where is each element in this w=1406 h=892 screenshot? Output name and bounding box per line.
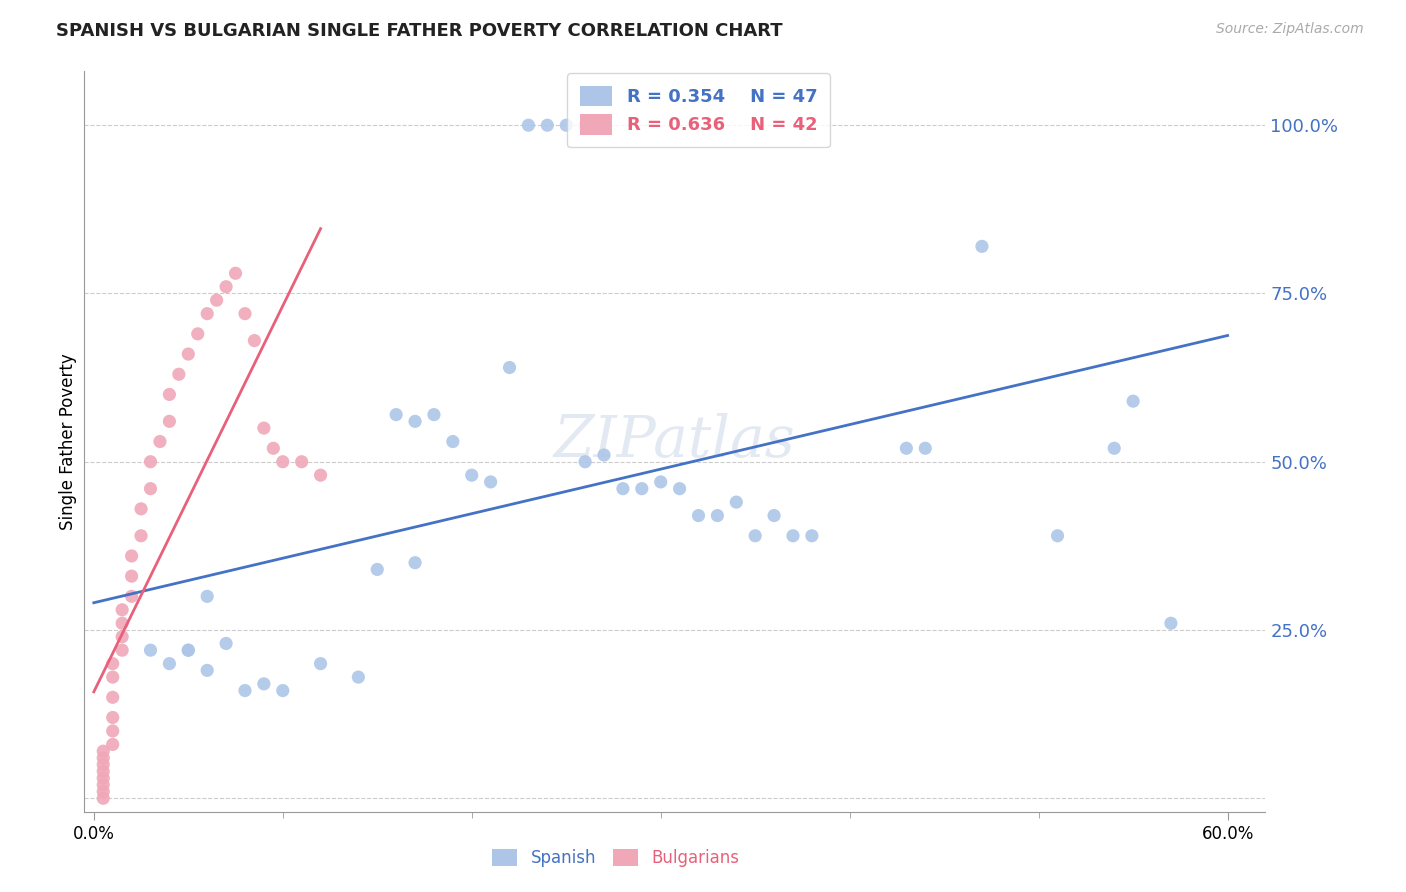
Point (139, 643, 162, 657)
Point (800, 529, 823, 543)
Point (91, 757, 114, 772)
Point (91, 771, 114, 785)
Point (101, 710, 124, 724)
Point (555, 118, 578, 132)
Point (243, 334, 266, 348)
Point (668, 482, 690, 496)
Point (479, 475, 502, 489)
Point (177, 347, 200, 361)
Point (91, 744, 114, 758)
Point (91, 751, 114, 765)
Point (262, 442, 284, 456)
Point (91, 764, 114, 779)
Point (101, 670, 124, 684)
Point (177, 643, 200, 657)
Point (404, 414, 426, 428)
Text: Source: ZipAtlas.com: Source: ZipAtlas.com (1216, 22, 1364, 37)
Point (1122, 394, 1144, 409)
Point (366, 562, 388, 576)
Point (385, 408, 408, 422)
Point (215, 279, 238, 293)
Point (101, 723, 124, 738)
Point (157, 414, 180, 428)
Point (1046, 529, 1069, 543)
Point (253, 421, 276, 435)
Point (139, 482, 162, 496)
Point (1102, 442, 1125, 456)
Point (347, 670, 370, 684)
Point (253, 677, 276, 691)
Point (111, 603, 134, 617)
Point (121, 549, 143, 563)
Point (517, 118, 540, 132)
Point (706, 508, 728, 523)
Point (121, 569, 143, 583)
Point (101, 657, 124, 671)
Point (129, 501, 152, 516)
Point (574, 118, 596, 132)
Point (423, 408, 446, 422)
Point (187, 326, 209, 341)
Point (1160, 616, 1182, 631)
Point (215, 636, 238, 650)
Y-axis label: Single Father Poverty: Single Father Poverty (59, 353, 77, 530)
Point (177, 643, 200, 657)
Point (574, 455, 596, 469)
Point (612, 482, 634, 496)
Point (111, 630, 134, 644)
Point (271, 455, 294, 469)
Point (101, 690, 124, 705)
Point (309, 657, 332, 671)
Point (650, 475, 672, 489)
Point (914, 442, 936, 456)
Point (167, 368, 190, 382)
Point (291, 455, 314, 469)
Point (111, 643, 134, 657)
Point (91, 784, 114, 798)
Point (121, 590, 143, 604)
Point (157, 387, 180, 401)
Point (688, 508, 710, 523)
Point (441, 434, 464, 449)
Point (205, 293, 228, 308)
Legend: Spanish, Bulgarians: Spanish, Bulgarians (485, 842, 747, 874)
Point (763, 508, 786, 523)
Point (157, 657, 180, 671)
Point (782, 529, 804, 543)
Point (536, 118, 558, 132)
Point (498, 360, 520, 375)
Point (195, 664, 218, 678)
Point (195, 590, 218, 604)
Point (593, 448, 616, 462)
Point (101, 738, 124, 752)
Point (139, 455, 162, 469)
Text: SPANISH VS BULGARIAN SINGLE FATHER POVERTY CORRELATION CHART: SPANISH VS BULGARIAN SINGLE FATHER POVER… (56, 22, 783, 40)
Point (111, 616, 134, 631)
Point (271, 683, 294, 698)
Point (896, 442, 918, 456)
Point (149, 434, 172, 449)
Point (461, 468, 484, 483)
Point (91, 791, 114, 805)
Point (630, 482, 652, 496)
Point (129, 529, 152, 543)
Point (233, 683, 256, 698)
Point (744, 529, 766, 543)
Text: ZIPatlas: ZIPatlas (554, 413, 796, 470)
Point (404, 556, 426, 570)
Point (91, 778, 114, 792)
Point (233, 307, 256, 321)
Point (309, 468, 332, 483)
Point (725, 495, 748, 509)
Point (970, 239, 993, 253)
Point (225, 266, 247, 280)
Point (195, 307, 218, 321)
